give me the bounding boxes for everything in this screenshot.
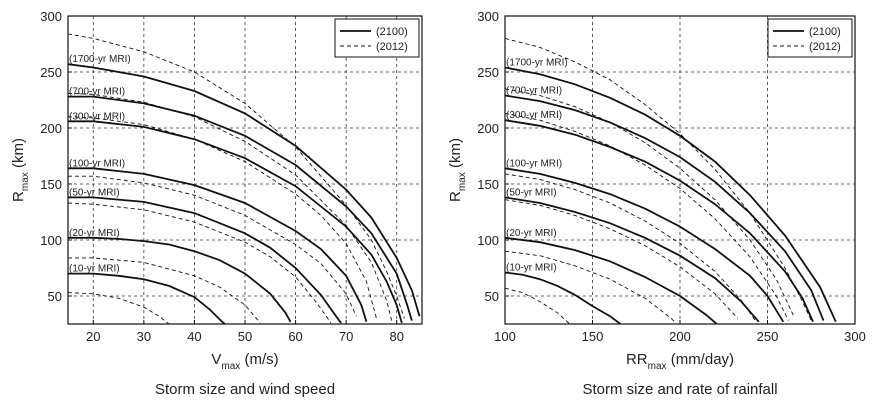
y-tick-label: 300 xyxy=(477,9,499,24)
legend-label: (2012) xyxy=(809,41,841,53)
x-tick-label: 30 xyxy=(137,329,151,344)
series-line-2100 xyxy=(505,94,825,321)
legend-label: (2100) xyxy=(376,26,408,38)
series-group xyxy=(505,37,837,324)
y-axis-label: Rmax (km) xyxy=(447,138,468,202)
y-tick-label: 150 xyxy=(40,177,62,192)
x-axis-label: Vmax (m/s) xyxy=(211,351,278,372)
series-line-2012 xyxy=(68,92,393,321)
curve-label: (1700-yr MRI) xyxy=(69,54,131,65)
legend-label: (2012) xyxy=(376,41,408,53)
series-line-2012 xyxy=(505,112,789,321)
curve-label: (20-yr MRI) xyxy=(506,228,557,239)
series-line-2012 xyxy=(68,257,261,324)
curve-label: (50-yr MRI) xyxy=(69,187,120,198)
y-tick-label: 100 xyxy=(477,233,499,248)
legend: (2100) (2012) xyxy=(334,18,420,58)
x-tick-label: 200 xyxy=(669,329,691,344)
series-line-2012 xyxy=(505,250,677,324)
series-line-2012 xyxy=(68,202,332,324)
x-tick-label: 80 xyxy=(389,329,403,344)
series-line-2012 xyxy=(68,292,170,324)
legend-box xyxy=(767,18,853,58)
y-tick-label: 200 xyxy=(477,121,499,136)
legend-label: (2100) xyxy=(809,26,841,38)
series-line-2100 xyxy=(505,236,718,324)
curve-label: (100-yr MRI) xyxy=(69,158,125,169)
series-line-2100 xyxy=(505,271,622,324)
series-line-2100 xyxy=(505,119,814,323)
x-tick-label: 60 xyxy=(288,329,302,344)
series-line-2100 xyxy=(68,272,226,324)
y-tick-label: 250 xyxy=(477,65,499,80)
y-tick-label: 50 xyxy=(485,289,499,304)
y-tick-label: 250 xyxy=(40,65,62,80)
series-line-2100 xyxy=(68,196,342,324)
curve-label: (700-yr MRI) xyxy=(69,87,125,98)
y-tick-label: 150 xyxy=(477,177,499,192)
curve-label: (300-yr MRI) xyxy=(506,110,562,121)
caption-left: Storm size and wind speed xyxy=(154,381,336,398)
x-tick-label: 300 xyxy=(844,329,866,344)
y-tick-label: 100 xyxy=(40,233,62,248)
x-tick-label: 20 xyxy=(86,329,100,344)
series-line-2100 xyxy=(505,66,837,323)
x-tick-label: 40 xyxy=(187,329,201,344)
chart-panel-rainfall: (10-yr MRI) (20-yr MRI) (50-yr MRI) (100-yr… xyxy=(447,9,866,372)
series-line-2012 xyxy=(68,116,377,319)
series-line-2100 xyxy=(68,167,368,323)
curve-label: (10-yr MRI) xyxy=(506,262,557,273)
y-axis-label: Rmax (km) xyxy=(10,138,31,202)
x-tick-label: 100 xyxy=(494,329,516,344)
x-tick-label: 150 xyxy=(582,329,604,344)
curve-label: (1700-yr MRI) xyxy=(506,58,568,69)
series-line-2100 xyxy=(505,196,760,323)
y-tick-label: 50 xyxy=(48,289,62,304)
legend: (2100) (2012) xyxy=(767,18,853,58)
x-tick-label: 70 xyxy=(339,329,353,344)
curve-label: (700-yr MRI) xyxy=(506,86,562,97)
series-line-2012 xyxy=(68,175,357,317)
series-line-2012 xyxy=(505,37,812,321)
series-line-2012 xyxy=(505,287,571,324)
chart-panel-wind: (10-yr MRI) (20-yr MRI) (50-yr MRI) (100-yr… xyxy=(10,9,423,372)
y-tick-label: 200 xyxy=(40,121,62,136)
series-group xyxy=(68,33,421,324)
series-line-2012 xyxy=(505,88,795,317)
series-line-2100 xyxy=(68,120,403,324)
series-line-2012 xyxy=(68,33,405,319)
curve-label: (50-yr MRI) xyxy=(506,187,557,198)
curve-label: (10-yr MRI) xyxy=(69,264,120,275)
x-tick-label: 250 xyxy=(757,329,779,344)
curve-label: (20-yr MRI) xyxy=(69,228,120,239)
legend-box xyxy=(334,18,420,58)
caption-right: Storm size and rate of rainfall xyxy=(582,381,778,398)
curve-label: (100-yr MRI) xyxy=(506,158,562,169)
curve-label: (300-yr MRI) xyxy=(69,111,125,122)
x-axis-label: RRmax (mm/day) xyxy=(626,351,734,372)
x-tick-label: 50 xyxy=(238,329,252,344)
y-tick-label: 300 xyxy=(40,9,62,24)
series-line-2100 xyxy=(68,95,413,321)
series-line-2100 xyxy=(505,167,785,323)
series-line-2100 xyxy=(68,236,292,323)
series-line-2012 xyxy=(505,173,756,321)
series-line-2100 xyxy=(68,63,421,317)
series-line-2012 xyxy=(505,199,739,319)
